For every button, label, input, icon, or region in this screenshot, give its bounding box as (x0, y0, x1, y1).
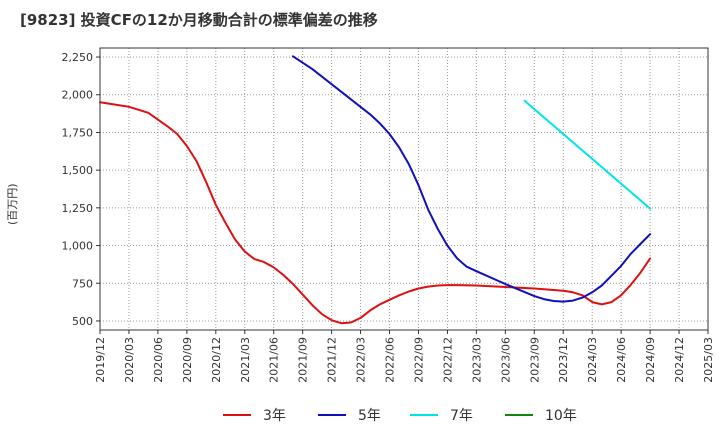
legend-item: 7年 (410, 404, 473, 426)
series-line-1 (99, 101, 652, 325)
y-tick-label: 750 (72, 277, 93, 290)
x-tick-label: 2019/12 (94, 337, 107, 383)
legend-label: 7年 (450, 408, 473, 424)
x-tick-label: 2024/03 (586, 337, 599, 383)
legend-item: 10年 (505, 404, 577, 426)
x-tick-label: 2023/03 (470, 337, 483, 383)
y-tick-label: 500 (72, 315, 93, 328)
y-tick-label: 1,750 (62, 126, 94, 139)
legend-label: 5年 (358, 408, 381, 424)
x-tick-label: 2021/03 (239, 337, 252, 383)
x-tick-label: 2020/09 (181, 337, 194, 383)
x-tick-label: 2024/06 (615, 337, 628, 383)
x-tick-label: 2024/09 (644, 337, 657, 383)
y-tick-label: 2,000 (62, 89, 94, 102)
x-tick-label: 2020/12 (210, 337, 223, 383)
legend-item: 5年 (318, 404, 381, 426)
x-tick-label: 2021/12 (326, 337, 339, 383)
x-tick-label: 2025/03 (702, 337, 715, 383)
x-tick-label: 2022/06 (384, 337, 397, 383)
x-tick-label: 2022/09 (412, 337, 425, 383)
x-tick-label: 2020/03 (123, 337, 136, 383)
y-tick-label: 2,250 (62, 51, 94, 64)
legend-swatch (318, 414, 346, 416)
x-tick-label: 2024/12 (673, 337, 686, 383)
legend-swatch (410, 414, 438, 416)
legend-label: 3年 (263, 408, 286, 424)
x-tick-label: 2021/06 (268, 337, 281, 383)
x-tick-label: 2022/12 (441, 337, 454, 383)
y-tick-label: 1,250 (62, 202, 94, 215)
x-tick-label: 2023/09 (528, 337, 541, 383)
x-tick-label: 2023/06 (499, 337, 512, 383)
x-tick-label: 2021/09 (297, 337, 310, 383)
legend-item: 3年 (223, 404, 286, 426)
legend-label: 10年 (545, 408, 577, 424)
legend: 3年 5年 7年 10年 (0, 404, 720, 426)
series-line-2 (292, 55, 652, 303)
x-tick-label: 2023/12 (557, 337, 570, 383)
y-tick-label: 1,000 (62, 240, 94, 253)
legend-swatch (223, 414, 251, 416)
series-line-3 (523, 99, 652, 210)
legend-swatch (505, 414, 533, 416)
chart-title: [9823] 投資CFの12か月移動合計の標準偏差の推移 (20, 11, 378, 29)
y-tick-label: 1,500 (62, 164, 94, 177)
x-tick-label: 2020/06 (152, 337, 165, 383)
x-tick-label: 2022/03 (355, 337, 368, 383)
